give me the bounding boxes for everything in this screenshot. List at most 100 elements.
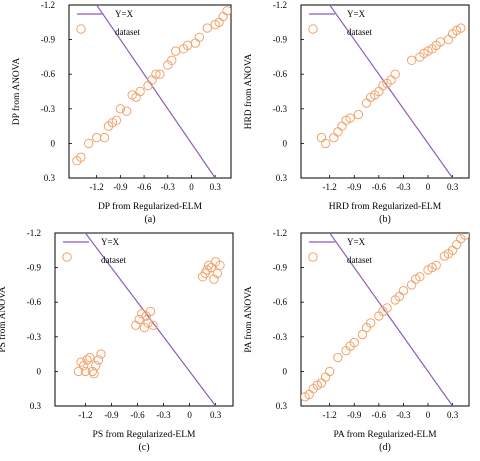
x-tick-label: 0 <box>426 182 431 192</box>
chart-panel-2: -1.2 -0.9 -0.6 -0.3 0 0.3 -1.2 -0.9 -0.6 -0.3 0 0.3… <box>243 0 470 225</box>
legend-marker-swatch <box>62 252 72 262</box>
data-point <box>93 355 104 365</box>
y-tick-label: -0.6 <box>41 69 56 79</box>
data-point <box>115 104 126 114</box>
identity-line <box>328 5 454 178</box>
y-tick-label: -0.6 <box>273 297 288 307</box>
data-point <box>316 132 327 143</box>
y-tick-label: -0.9 <box>273 263 288 273</box>
y-tick-label: -0.3 <box>41 104 56 114</box>
y-tick-label: -0.6 <box>27 297 42 307</box>
x-tick-label: -0.3 <box>161 182 176 192</box>
x-tick-label: 0 <box>426 410 431 420</box>
chart-panel-1: -1.2 -0.9 -0.6 -0.3 0 0.3 -1.2 -0.9 -0.6 -0.3 0 0.3… <box>11 0 232 225</box>
data-point <box>87 366 98 377</box>
chart-panel-3: -1.2 -0.9 -0.6 -0.3 0 0.3 -1.2 -0.9 -0.6 -0.3 0 0.3… <box>0 228 234 453</box>
data-point <box>135 86 145 97</box>
legend: Y=X dataset <box>76 9 140 37</box>
plot-area <box>301 233 469 406</box>
x-tick-label: -0.3 <box>396 410 411 420</box>
plot-frame <box>54 232 234 407</box>
y-tick-label: -0.9 <box>27 263 42 273</box>
x-tick-label: -0.3 <box>156 410 171 420</box>
panel-caption: (b) <box>379 214 391 225</box>
data-point <box>170 46 181 56</box>
data-point <box>202 23 212 33</box>
data-point <box>73 366 84 377</box>
x-axis-label: DP from Regularized-ELM <box>98 201 203 212</box>
panel-caption: (d) <box>379 442 391 453</box>
legend: Y=X dataset <box>308 237 372 265</box>
legend-label-line: Y=X <box>115 9 134 19</box>
x-axis-label: PS from Regularized-ELM <box>93 429 196 440</box>
data-point <box>190 38 201 48</box>
identity-line <box>95 5 216 178</box>
y-tick-label: 0.3 <box>44 173 56 183</box>
data-point <box>333 352 343 363</box>
x-tick-label: -0.9 <box>104 410 119 420</box>
x-tick-label: 0.3 <box>447 182 459 192</box>
data-point <box>320 372 331 382</box>
data-point <box>143 81 153 91</box>
x-tick-label: -0.6 <box>130 410 145 420</box>
data-point <box>131 320 141 330</box>
data-point <box>324 366 335 377</box>
data-point <box>111 115 122 126</box>
data-point <box>82 355 92 365</box>
data-point <box>222 6 231 16</box>
data-point <box>215 260 225 270</box>
legend-marker-swatch <box>308 24 318 34</box>
data-point <box>406 280 417 290</box>
legend-label-line: Y=X <box>101 237 120 247</box>
plot-frame <box>300 4 470 179</box>
x-tick-label: -0.9 <box>113 182 128 192</box>
y-tick-label: 0 <box>51 138 56 148</box>
identity-line <box>84 233 217 406</box>
x-axis-label: HRD from Regularized-ELM <box>329 201 442 212</box>
data-point <box>143 318 153 328</box>
x-tick-label: -1.2 <box>90 182 104 192</box>
data-point <box>456 23 466 33</box>
legend: Y=X dataset <box>308 9 372 37</box>
y-tick-label: -1.2 <box>273 0 287 10</box>
plot-frame <box>68 4 232 179</box>
y-axis-label: HRD from ANOVA <box>243 53 254 129</box>
legend-label-line: Y=X <box>347 9 366 19</box>
data-point <box>361 98 372 108</box>
data-point <box>209 274 219 284</box>
data-point <box>345 113 355 123</box>
data-point <box>349 337 359 348</box>
y-tick-label: -0.9 <box>273 35 288 45</box>
x-tick-label: -0.6 <box>372 410 387 420</box>
y-tick-label: -1.2 <box>27 228 41 238</box>
data-point <box>194 32 205 42</box>
data-point <box>91 132 102 143</box>
y-tick-label: 0 <box>37 366 42 376</box>
plot-area <box>72 5 231 178</box>
data-point <box>145 306 156 317</box>
data-point <box>137 309 147 319</box>
x-tick-label: -0.6 <box>137 182 152 192</box>
legend-label-dataset: dataset <box>347 27 372 37</box>
y-tick-label: -0.9 <box>41 35 56 45</box>
x-tick-label: -1.2 <box>323 410 337 420</box>
data-point <box>443 34 454 45</box>
data-point <box>197 272 208 282</box>
legend-label-line: Y=X <box>347 237 366 247</box>
data-point <box>431 260 441 270</box>
data-point <box>218 11 228 22</box>
y-tick-label: 0.3 <box>276 401 288 411</box>
y-tick-label: -0.6 <box>273 69 288 79</box>
data-point <box>357 329 368 340</box>
x-tick-label: 0.3 <box>210 182 222 192</box>
y-tick-label: -0.3 <box>273 104 288 114</box>
x-tick-label: -0.9 <box>347 182 362 192</box>
legend-marker-swatch <box>76 24 86 34</box>
plot-frame <box>300 232 470 407</box>
data-point <box>99 132 110 143</box>
x-tick-label: -0.6 <box>372 182 387 192</box>
legend-label-dataset: dataset <box>115 27 140 37</box>
legend-marker-swatch <box>308 252 318 262</box>
data-point <box>76 357 86 367</box>
